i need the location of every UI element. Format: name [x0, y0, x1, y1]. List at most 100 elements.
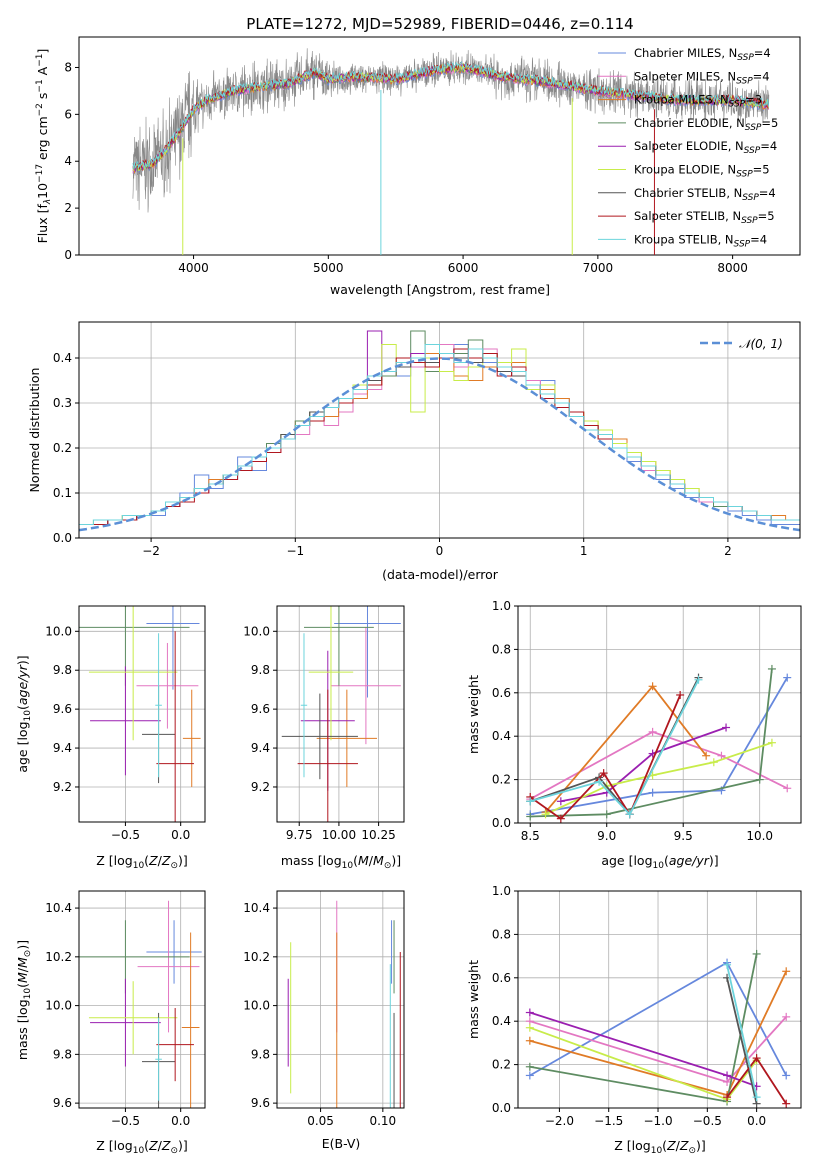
label-part: 10	[133, 861, 145, 871]
y-tick-label: 0.2	[53, 441, 72, 455]
label-part: 10	[23, 710, 33, 722]
y-tick-label: 0.3	[53, 396, 72, 410]
label-part: )]	[709, 853, 719, 868]
label-part: Z	[148, 1138, 158, 1153]
figure-title: PLATE=1272, MJD=52989, FIBERID=0446, z=0…	[246, 15, 633, 33]
x-tick-label: −0.5	[111, 1114, 140, 1128]
y-tick-label: 10.0	[243, 999, 270, 1013]
label-part: Chabrier ELODIE, N	[634, 116, 745, 130]
label-part: Kroupa ELODIE, N	[634, 163, 736, 177]
y-axis-label: Flux [fλ10−17 erg cm−2 s−1 A−1]	[35, 49, 53, 244]
label-part: (	[662, 1138, 667, 1153]
x-tick-label: 9.0	[597, 829, 616, 843]
label-part: =4	[753, 69, 770, 83]
label-part: /	[15, 967, 30, 972]
legend-entry: Kroupa STELIB, NSSP=4	[634, 232, 767, 249]
y-tick-label: 10.4	[45, 901, 72, 915]
y-tick-label: 9.6	[53, 702, 72, 716]
y-tick-label: 9.2	[251, 780, 270, 794]
y-tick-label: 9.6	[251, 702, 270, 716]
y-tick-label: 2	[64, 201, 72, 215]
legend-entry: Kroupa ELODIE, NSSP=5	[634, 163, 770, 180]
axes: −0.5 0.09.69.810.010.210.4Z [log10(Z/Z⊙)]…	[15, 890, 206, 1156]
label-part: /	[158, 1138, 163, 1153]
axes-frame	[78, 36, 801, 256]
y-tick-label: 0	[64, 248, 72, 262]
label-part: Chabrier MILES, N	[634, 46, 737, 60]
x-axis-label: (data-model)/error	[382, 567, 499, 582]
y-tick-label: 1.0	[492, 884, 511, 898]
y-tick-label: 9.4	[251, 741, 270, 755]
label-part: age [log	[15, 721, 30, 772]
y-tick-label: 0.0	[53, 531, 72, 545]
x-tick-label: −2	[142, 544, 160, 558]
label-part: Salpeter ELODIE, N	[634, 139, 744, 153]
label-part: M	[15, 972, 30, 983]
y-axis-label: Normed distribution	[27, 368, 42, 493]
label-part: =4	[754, 46, 771, 60]
x-tick-label: 1	[580, 544, 588, 558]
histogram-kroupa-stelib	[79, 344, 800, 525]
label-part: SSP	[737, 53, 754, 63]
y-tick-label: 9.6	[53, 1096, 72, 1110]
weight-line-kroupa-elodie	[545, 741, 773, 816]
y-tick-label: 0.0	[492, 1101, 511, 1115]
label-part: M	[358, 853, 369, 868]
x-axis-label: Z [log10(Z/Z⊙)]	[614, 1138, 706, 1156]
x-tick-label: −2.0	[545, 1114, 574, 1128]
label-part: =5	[761, 116, 778, 130]
label-part: SSP	[736, 76, 753, 86]
label-part: 10	[653, 861, 665, 871]
y-tick-label: 10.2	[243, 950, 270, 964]
y-tick-label: 0.8	[492, 927, 511, 941]
y-tick-label: 9.2	[53, 780, 72, 794]
spectrum-model-kroupa-stelib	[132, 61, 769, 170]
label-part: −1	[35, 79, 45, 92]
label-part: 10	[342, 861, 354, 871]
x-axis-label: E(B-V)	[322, 1136, 361, 1151]
axes: −2 −1 0 1 2 0.0 0.1 0.2 0.3 0.4 𝒩(0, 1) (data-model…	[27, 321, 801, 582]
y-tick-label: 0.4	[53, 351, 72, 365]
plot-area	[79, 330, 800, 532]
y-axis-label: mass weight	[466, 960, 481, 1039]
label-part: SSP	[729, 100, 746, 110]
legend-entry: 𝒩(0, 1)	[739, 337, 783, 351]
x-tick-label: 0.05	[307, 1114, 334, 1128]
axes: −2.0 −1.5 −1.0 −0.5 0.0 0.0 0.2 0.4 0.6 0.8 1.0 mas…	[466, 884, 802, 1156]
x-tick-label: −0.5	[693, 1114, 722, 1128]
label-part: ⊙	[688, 1146, 696, 1156]
plot-area	[287, 900, 401, 1108]
label-part: Z	[666, 1138, 676, 1153]
weight-line-kroupa-stelib	[529, 679, 700, 816]
label-part: −17	[35, 164, 45, 183]
axes-frame	[517, 890, 802, 1109]
x-tick-label: 4000	[178, 261, 209, 275]
legend-entry: Kroupa MILES, NSSP=3	[634, 93, 762, 110]
x-tick-label: 10.00	[322, 828, 356, 842]
label-part: Kroupa MILES, N	[634, 93, 729, 107]
x-tick-label: −1.5	[594, 1114, 623, 1128]
weight-line-chabrier-miles	[530, 677, 788, 816]
label-part: (	[144, 1138, 149, 1153]
y-tick-label: 10.0	[45, 624, 72, 638]
label-part: M	[373, 853, 384, 868]
y-tick-label: 10.2	[45, 950, 72, 964]
x-tick-label: 6000	[448, 261, 479, 275]
y-tick-label: 0.2	[492, 1058, 511, 1072]
y-tick-label: 10.0	[243, 624, 270, 638]
label-part: −1	[35, 54, 45, 67]
label-part: ]	[35, 49, 50, 54]
x-tick-label: 5000	[313, 261, 344, 275]
weight-line-kroupa-elodie	[529, 1026, 758, 1101]
legend-entry: Chabrier ELODIE, NSSP=5	[634, 116, 778, 133]
weight-line-chabrier-elodie	[530, 668, 773, 818]
axes-frame	[276, 605, 405, 823]
x-tick-label: 0.10	[369, 1114, 396, 1128]
label-part: Chabrier STELIB, N	[634, 186, 742, 200]
weight-line-kroupa-stelib	[726, 964, 758, 1098]
label-part: 10	[133, 1146, 145, 1156]
label-part: /	[676, 1138, 681, 1153]
label-part: ⊙	[384, 861, 392, 871]
x-tick-label: 0.0	[171, 828, 190, 842]
label-part: λ	[43, 199, 53, 205]
